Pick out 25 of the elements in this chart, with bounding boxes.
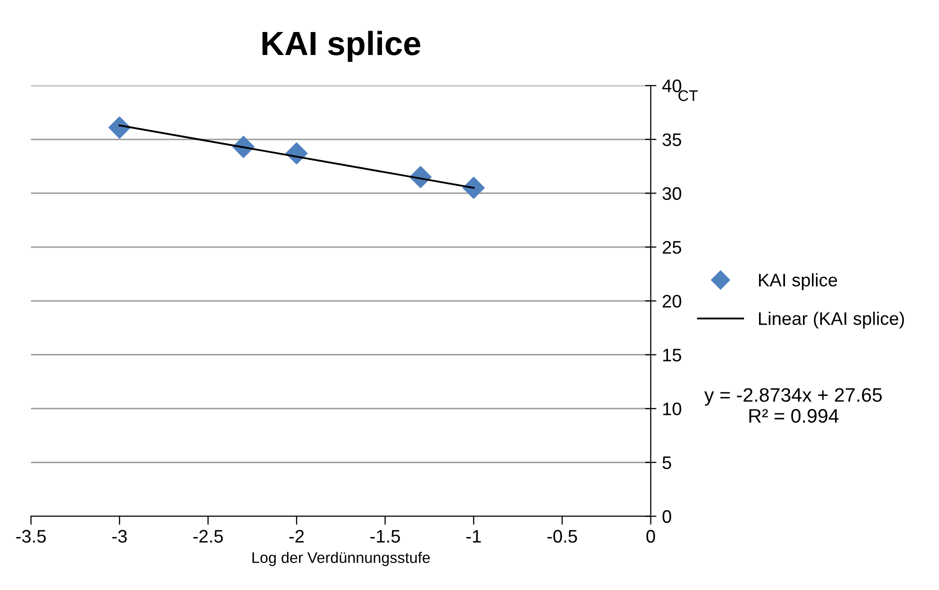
y-tick-label: 25	[662, 240, 682, 254]
x-tick-label: -1.5	[370, 530, 400, 543]
y-tick-label: 0	[662, 510, 672, 523]
chart-title: KAI splice	[262, 30, 420, 62]
x-axis-title: Log der Verdünnungsstufe	[252, 552, 430, 566]
y-tick-label: 35	[662, 133, 682, 146]
legend-label: KAI splice	[759, 273, 838, 290]
x-tick-label: -0.5	[547, 530, 577, 543]
y-tick-label: 10	[663, 402, 682, 416]
y-tick-label: 40	[662, 79, 682, 92]
x-tick-label: 0	[646, 530, 656, 543]
point	[462, 176, 485, 199]
y-tick-label: 30	[662, 187, 682, 200]
y-axis-title: CT	[678, 90, 698, 102]
point	[108, 116, 131, 139]
x-tick-label: -2	[289, 530, 304, 543]
x-tick-label: -2.5	[193, 530, 223, 543]
x-tick-label: -3.5	[16, 530, 46, 543]
text: y = -2.8734x + 27.65 R² = 0.994	[704, 388, 882, 423]
x-tick-label: -1	[466, 530, 481, 543]
legend-label: Linear (KAI splice)	[759, 312, 904, 329]
y-tick-label: 15	[663, 348, 682, 362]
x-tick-label: -3	[112, 530, 127, 543]
y-tick-label: 20	[662, 294, 682, 308]
y-tick-label: 5	[662, 456, 672, 470]
